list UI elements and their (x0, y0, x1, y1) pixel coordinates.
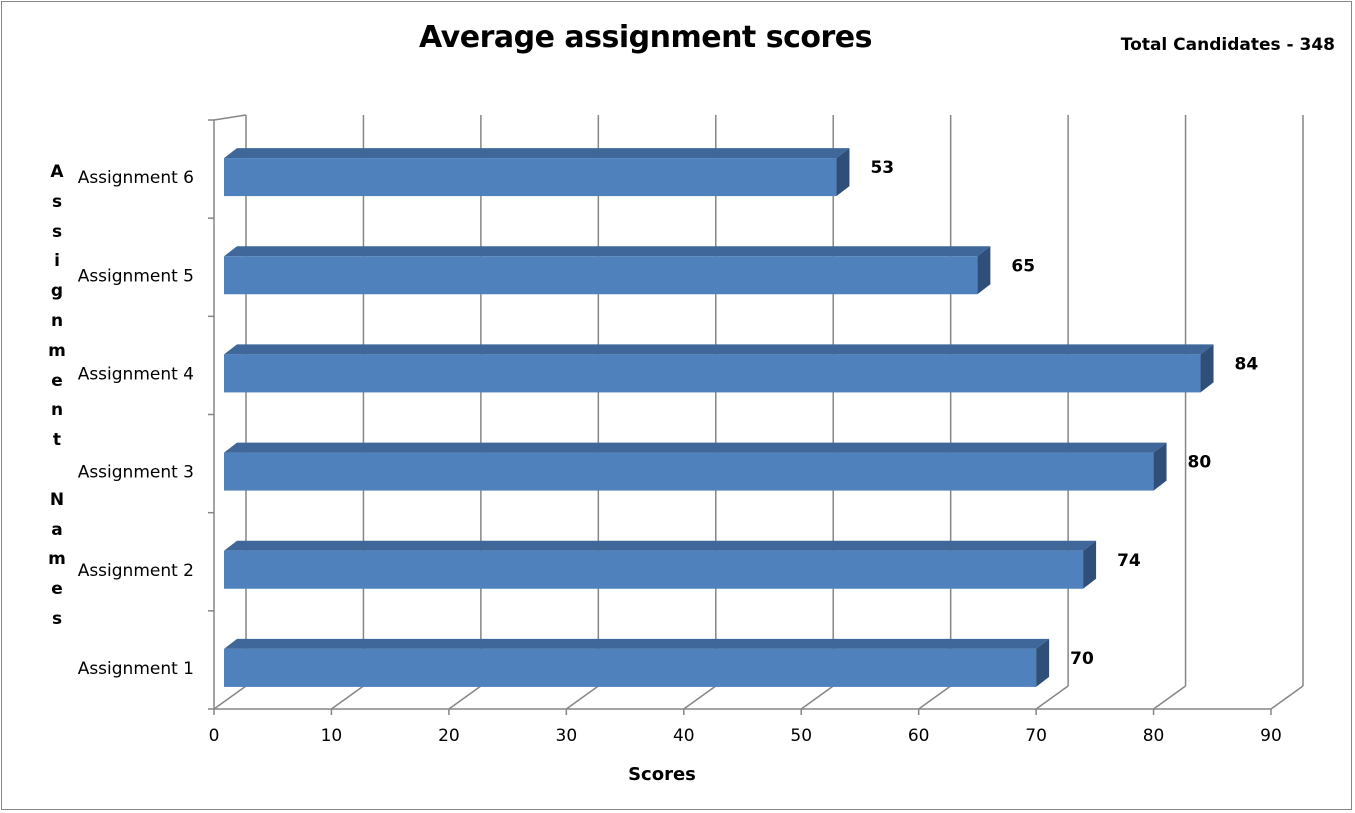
floor-gridline (331, 685, 364, 710)
bar (224, 648, 1037, 687)
x-tick-label: 70 (1025, 726, 1047, 746)
bar (224, 354, 1201, 393)
chart-title: Average assignment scores (419, 20, 872, 55)
x-tick-label: 10 (321, 726, 343, 746)
bar-top-face (224, 344, 1214, 355)
y-axis-label-char: s (51, 221, 63, 242)
y-axis-label-char: m (48, 340, 66, 361)
x-tick-label: 20 (438, 726, 460, 746)
bar (224, 550, 1084, 589)
data-label: 84 (1235, 354, 1259, 374)
category-label: Assignment 4 (78, 364, 194, 384)
bar-top-face (224, 540, 1097, 551)
bar-side-face (1153, 442, 1167, 491)
data-label: 65 (1011, 256, 1035, 276)
floor-gridline (800, 685, 834, 710)
data-label: 74 (1117, 551, 1141, 571)
data-label: 80 (1188, 453, 1212, 473)
bar-top-face (224, 246, 991, 257)
bar-side-face (1083, 540, 1097, 589)
bar (224, 256, 978, 295)
category-label: Assignment 6 (78, 168, 194, 188)
floor-gridline (683, 685, 717, 710)
x-tick-label: 0 (209, 726, 220, 746)
y-axis-label-char: m (48, 549, 66, 570)
bar-top-face (224, 148, 850, 159)
floor-gridline (1035, 685, 1069, 710)
floor-gridline (918, 685, 952, 710)
bar-top-face (224, 638, 1050, 649)
x-tick-label: 60 (908, 726, 930, 746)
bar (224, 158, 837, 197)
bar-side-face (977, 246, 991, 295)
data-label: 70 (1070, 649, 1094, 669)
y-axis-label-char: A (50, 162, 64, 182)
floor-gridline (213, 685, 247, 710)
x-tick-label: 80 (1143, 726, 1165, 746)
floor-gridline (1153, 685, 1186, 710)
y-axis-label-char: g (50, 281, 64, 302)
y-axis-label-char: t (52, 430, 62, 451)
y-axis-label-char: n (50, 310, 64, 331)
bar-side-face (1200, 344, 1214, 393)
y-axis-label-char: i (54, 251, 60, 272)
floor-gridline (1270, 685, 1304, 710)
y-axis-label-char: N (49, 489, 65, 510)
grid-lines (213, 114, 1304, 710)
floor-gridline (565, 685, 599, 710)
bar-top-face (224, 442, 1167, 453)
y-axis-label-char: e (51, 579, 63, 600)
category-label: Assignment 5 (78, 266, 194, 286)
data-label: 53 (870, 158, 894, 178)
floor-gridline (448, 685, 482, 710)
x-axis-label: Scores (628, 764, 696, 785)
bar (224, 452, 1154, 491)
y-axis-label-char: s (51, 608, 63, 629)
labels: 0 10 20 30 40 50 60 70 80 90 Assignment 1 70 Assignm… (78, 158, 1282, 785)
total-candidates-label: Total Candidates - 348 (1120, 35, 1335, 55)
bar-side-face (1036, 638, 1050, 687)
category-label: Assignment 1 (78, 659, 194, 679)
y-axis-label-char: n (50, 400, 64, 421)
x-tick-label: 50 (790, 726, 812, 746)
category-label: Assignment 2 (78, 561, 194, 581)
y-axis-label-char: a (51, 519, 63, 540)
side-wall-edge (213, 114, 247, 121)
bars (224, 148, 1214, 687)
bar-side-face (836, 148, 850, 197)
y-axis-label-char: e (51, 370, 63, 391)
axes (208, 119, 1272, 715)
x-tick-label: 30 (556, 726, 578, 746)
category-label: Assignment 3 (78, 463, 194, 483)
y-axis-label-char: s (51, 191, 63, 212)
x-tick-label: 90 (1260, 726, 1282, 746)
x-tick-label: 40 (673, 726, 695, 746)
